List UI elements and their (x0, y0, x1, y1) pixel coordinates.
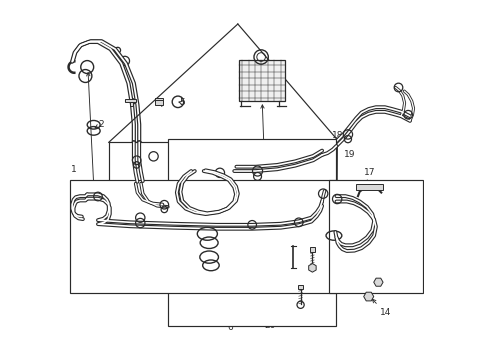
Text: 19: 19 (343, 150, 355, 159)
Text: 4: 4 (157, 100, 163, 109)
Text: 10: 10 (334, 231, 345, 240)
Text: 15: 15 (143, 247, 154, 256)
Text: 1: 1 (71, 165, 77, 174)
Text: 11: 11 (379, 278, 393, 287)
Polygon shape (364, 292, 374, 301)
Text: 9: 9 (316, 256, 328, 267)
Text: 18: 18 (332, 131, 343, 195)
Bar (129, 102, 133, 107)
Bar (109, 142, 175, 250)
Text: 8: 8 (214, 210, 227, 226)
Text: 5: 5 (179, 98, 186, 107)
Text: 17: 17 (364, 168, 375, 184)
Text: 2: 2 (95, 120, 103, 129)
Text: 20: 20 (261, 105, 276, 330)
Text: 6: 6 (228, 323, 234, 332)
Text: 14: 14 (372, 299, 391, 317)
Bar (356, 184, 383, 190)
Text: 12: 12 (294, 292, 305, 314)
Bar (70, 180, 337, 293)
Bar (298, 285, 303, 289)
Text: 16: 16 (139, 213, 151, 222)
Text: 13: 13 (277, 253, 293, 265)
Text: 16: 16 (87, 73, 103, 262)
Polygon shape (309, 264, 316, 272)
Bar (310, 247, 315, 252)
Bar (168, 139, 337, 326)
Text: 3: 3 (129, 98, 135, 107)
Bar (155, 98, 163, 101)
Bar (125, 99, 136, 102)
Bar (155, 100, 163, 105)
Polygon shape (374, 278, 383, 286)
Bar (239, 60, 285, 101)
Bar (329, 180, 422, 293)
Text: 7: 7 (212, 237, 227, 249)
